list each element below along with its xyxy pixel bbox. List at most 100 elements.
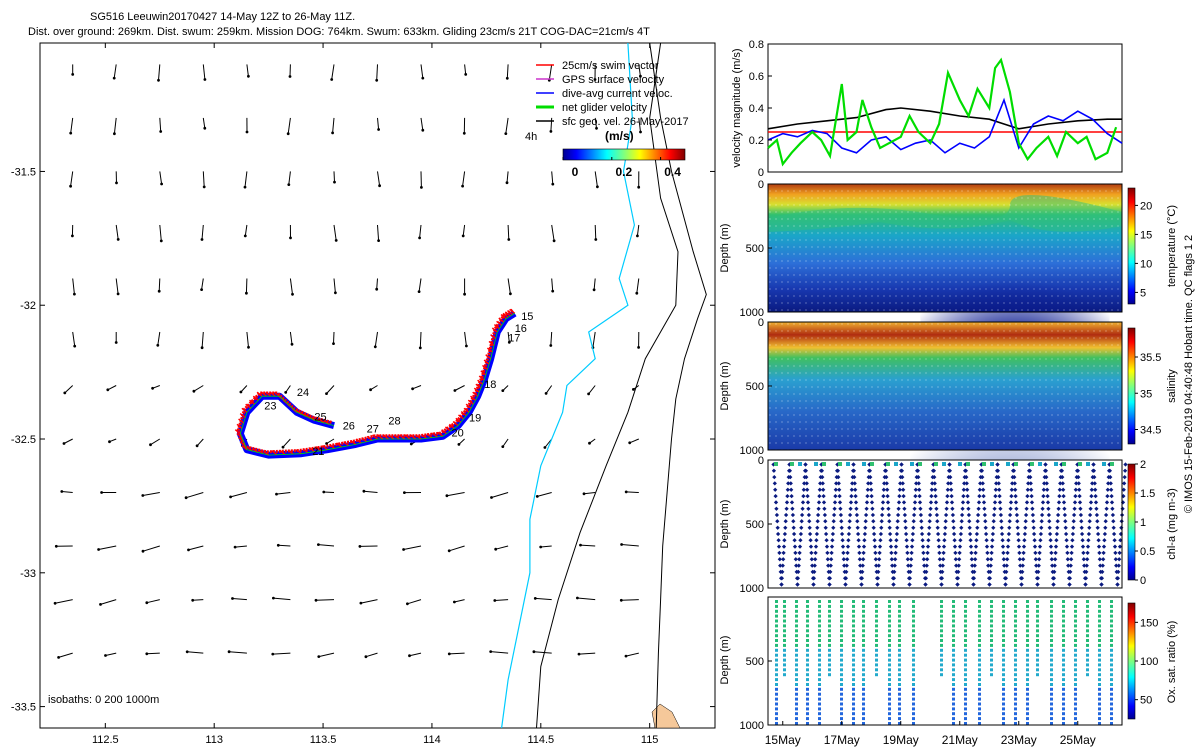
oxygen-point — [964, 673, 967, 677]
velocity-panel: 00.20.40.60.8 velocity magnitude (m/s) — [731, 39, 1123, 179]
chla-point — [995, 468, 1001, 473]
chla-point — [1008, 500, 1014, 505]
chla-point — [865, 487, 870, 492]
oxygen-point — [1074, 639, 1077, 642]
geo-vector — [464, 64, 467, 75]
oxygen-point — [875, 658, 878, 662]
chla-point — [846, 531, 852, 537]
chla-point — [772, 481, 777, 486]
chla-point — [831, 519, 836, 524]
geo-vector — [506, 64, 509, 79]
chla-point — [798, 538, 803, 543]
day-label: 20 — [452, 427, 464, 439]
oxygen-point — [1110, 707, 1113, 711]
oxygen-point — [1098, 604, 1101, 608]
cbar-tick-label: 35 — [1140, 388, 1152, 400]
oxygen-point — [1026, 663, 1029, 667]
chla-point — [855, 531, 861, 537]
oxygen-point — [1002, 658, 1005, 662]
oxygen-point — [1074, 687, 1077, 691]
oxygen-point — [1062, 678, 1065, 682]
chla-surface-point — [1110, 462, 1114, 466]
oxygen-point — [828, 609, 831, 613]
oxygen-point — [775, 619, 778, 623]
oxygen-point — [952, 614, 955, 618]
oxygen-point — [940, 600, 943, 603]
chla-point — [801, 487, 806, 492]
oxygen-point — [978, 712, 981, 716]
geo-vector-head — [406, 602, 409, 606]
oxygen-point — [978, 722, 981, 725]
oxygen-point — [818, 614, 821, 618]
oxygen-point — [795, 639, 798, 642]
oxygen-point — [952, 604, 955, 608]
chla-point — [946, 481, 951, 486]
chla-point — [883, 468, 889, 473]
oxygen-point — [1036, 619, 1039, 623]
oxygen-point — [818, 643, 821, 647]
chla-point — [1049, 557, 1054, 562]
chla-point — [1096, 538, 1101, 543]
map-y-ticks: -31.5-32-32.5-33-33.5 — [11, 166, 715, 714]
chla-point — [1041, 487, 1046, 492]
chla-point — [803, 462, 808, 467]
geo-vector-head — [447, 652, 451, 656]
chla-point — [1091, 462, 1096, 467]
oxygen-point — [978, 614, 981, 618]
oxygen-point — [1026, 683, 1029, 686]
chla-point — [905, 550, 910, 556]
time-tick-label: 23May — [1001, 733, 1037, 747]
chla-point — [817, 493, 822, 499]
oxygen-point — [898, 663, 901, 667]
oxygen-point — [1050, 643, 1053, 647]
oxygen-point — [806, 702, 809, 706]
oxygen-point — [795, 609, 798, 613]
oxygen-point — [940, 624, 943, 628]
oxygen-point — [783, 653, 786, 657]
chla-point — [818, 481, 823, 486]
oxygen-point — [912, 634, 915, 638]
chla-point — [958, 531, 964, 537]
chla-point — [820, 474, 825, 480]
chla-point — [1031, 531, 1037, 537]
depth-tick-label: 0 — [758, 455, 764, 467]
oxygen-point — [818, 717, 821, 721]
oxygen-point — [1110, 634, 1113, 638]
oxygen-point — [1062, 707, 1065, 711]
chla-point — [1048, 544, 1054, 549]
chla-surface-point — [862, 462, 866, 466]
geo-vector — [201, 224, 204, 240]
geo-vector — [636, 278, 640, 294]
oxygen-point — [1002, 624, 1005, 628]
chla-point — [925, 550, 930, 556]
chla-point — [834, 481, 839, 486]
chla-point — [909, 550, 914, 556]
chla-point — [863, 519, 868, 524]
cbar-tick-label: 1 — [1140, 517, 1146, 529]
geo-vector-head — [115, 181, 118, 185]
chla-point — [1007, 519, 1012, 524]
geo-vector-head — [73, 292, 76, 296]
chla-point — [779, 576, 785, 581]
chla-point — [1040, 500, 1046, 505]
geo-vector — [505, 117, 509, 134]
geo-vector — [551, 278, 554, 292]
oxygen-point — [1110, 600, 1113, 603]
oxygen-point — [852, 692, 855, 696]
oxygen-point — [1098, 678, 1101, 682]
oxygen-point — [875, 634, 878, 638]
chla-point — [825, 557, 830, 562]
chla-point — [1037, 550, 1042, 556]
oxygen-point — [1002, 648, 1005, 652]
oxygen-point — [818, 678, 821, 682]
oxygen-point — [912, 712, 915, 716]
oxygen-point — [875, 673, 878, 677]
chla-point — [1091, 468, 1097, 473]
oxygen-point — [862, 712, 865, 716]
chla-point — [886, 512, 892, 518]
oxygen-point — [1026, 604, 1029, 608]
oxygen-point — [888, 673, 891, 677]
swim-vector — [455, 417, 462, 423]
chla-point — [956, 569, 961, 575]
